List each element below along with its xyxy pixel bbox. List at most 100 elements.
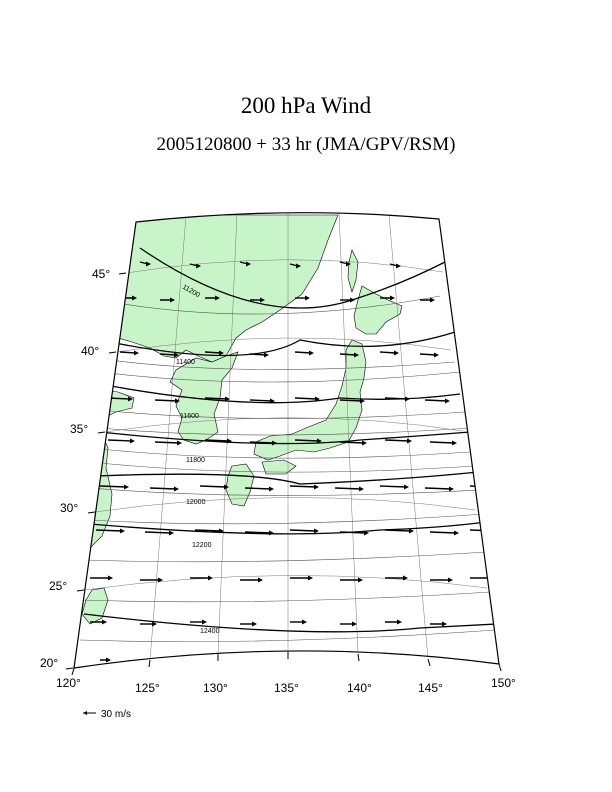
wind-arrow-icon	[215, 295, 220, 301]
wind-arrow-icon	[390, 295, 395, 301]
wind-arrow-icon	[359, 486, 364, 492]
wind-arrow-icon	[434, 352, 439, 358]
wind-arrow-icon	[175, 398, 180, 404]
wind-arrow-shaft	[379, 485, 407, 488]
wind-arrow-shaft	[379, 351, 397, 354]
wind-arrow-icon	[430, 297, 435, 303]
contour-label-11800: 11800	[186, 457, 205, 464]
wind-arrow-icon	[158, 577, 163, 583]
wind-arrow-shaft	[469, 485, 497, 488]
wind-arrow-shaft	[249, 399, 273, 402]
wind-arrow-shaft	[289, 485, 317, 488]
wind-arrow-shaft	[199, 485, 227, 488]
wind-arrow-shaft	[159, 353, 177, 356]
wind-arrow-icon	[252, 621, 257, 627]
contour-label-12200: 12200	[192, 542, 212, 549]
wind-arrow-icon	[206, 657, 211, 663]
wind-arrow-icon	[169, 530, 174, 536]
wind-arrow-icon	[146, 261, 151, 267]
lat-label-45: 45°	[92, 267, 110, 281]
wind-arrow-icon	[360, 398, 365, 404]
lon-label-140: 140°	[347, 681, 372, 695]
map-frame	[73, 212, 500, 669]
wind-arrow-icon	[302, 619, 307, 625]
wind-arrow-icon	[352, 621, 357, 627]
wind-arrow-icon	[108, 575, 113, 581]
wind-arrow-icon	[296, 263, 301, 269]
wind-arrow-icon	[317, 438, 322, 444]
map-subtitle: 2005120800 + 33 hr (JMA/GPV/RSM)	[156, 134, 456, 155]
wind-arrow-shaft	[119, 351, 137, 354]
wind-arrow-shaft	[294, 439, 320, 442]
wind-arrow-shaft	[424, 399, 448, 402]
wind-arrow-icon	[305, 295, 310, 301]
wind-arrow-icon	[132, 295, 137, 301]
wind-arrow-icon	[270, 398, 275, 404]
wind-arrow-shaft	[294, 351, 312, 354]
wind-arrow-shaft	[149, 487, 177, 490]
wind-arrow-shaft	[204, 439, 230, 442]
wind-arrow-icon	[219, 528, 224, 534]
wind-arrow-icon	[102, 619, 107, 625]
wind-arrow-icon	[448, 577, 453, 583]
isotach-lines	[79, 295, 496, 642]
wind-arrow-icon	[346, 261, 351, 267]
wind-arrow-shaft	[339, 531, 367, 534]
lat-label-20: 20°	[40, 656, 58, 670]
wind-arrow-icon	[364, 530, 369, 536]
wind-arrow-shaft	[334, 487, 362, 490]
wind-arrow-icon	[488, 575, 493, 581]
wind-arrow-shaft	[99, 485, 127, 488]
wind-arrow-shaft	[154, 441, 180, 444]
wind-arrow-icon	[452, 440, 457, 446]
wind-arrow-shaft	[429, 531, 457, 534]
wind-arrow-icon	[396, 263, 401, 269]
contour-label-11400: 11400	[176, 359, 195, 366]
longitude-labels: 120° 125° 130° 135° 140° 145° 150°	[56, 676, 516, 695]
lat-label-30: 30°	[60, 501, 78, 515]
lon-label-145: 145°	[418, 681, 443, 695]
wind-arrow-icon	[225, 396, 230, 402]
wind-arrow-shaft	[424, 487, 452, 490]
wind-arrow-icon	[454, 530, 459, 536]
wind-arrow-shaft	[419, 353, 437, 356]
wind-arrow-icon	[314, 484, 319, 490]
wind-arrow-shaft	[289, 529, 317, 532]
wind-arrow-shaft	[429, 441, 455, 444]
wind-arrow-icon	[128, 396, 133, 402]
wind-arrow-shaft	[384, 439, 410, 442]
wind-arrow-icon	[494, 484, 499, 490]
wind-arrow-icon	[246, 261, 251, 267]
wind-arrow-icon	[314, 528, 319, 534]
wind-arrow-shaft	[204, 351, 222, 354]
wind-arrow-icon	[264, 352, 269, 358]
wind-arrow-icon	[445, 398, 450, 404]
lat-label-40: 40°	[81, 344, 99, 358]
contour-label-12000: 12000	[186, 499, 206, 506]
wind-vectors	[90, 261, 499, 665]
wind-arrow-icon	[409, 528, 414, 534]
wind-arrow-icon	[256, 659, 261, 665]
map-title: 200 hPa Wind	[240, 93, 372, 118]
wind-arrow-icon	[174, 352, 179, 358]
wind-arrow-shaft	[204, 397, 228, 400]
wind-arrow-icon	[272, 440, 277, 446]
wind-arrow-shaft	[339, 441, 365, 444]
wind-arrow-icon	[224, 484, 229, 490]
wind-arrow-shaft	[244, 531, 272, 534]
lat-label-35: 35°	[70, 422, 88, 436]
frame-ticks	[65, 272, 502, 676]
wind-arrow-shaft	[294, 397, 318, 400]
wind-arrow-shaft	[95, 529, 123, 532]
wind-arrow-icon	[177, 440, 182, 446]
lon-label-125: 125°	[135, 681, 160, 695]
wind-arrow-icon	[354, 352, 359, 358]
wind-arrow-icon	[269, 486, 274, 492]
wind-arrow-icon	[174, 486, 179, 492]
lon-label-150: 150°	[491, 676, 516, 690]
wind-arrow-shaft	[249, 353, 267, 356]
wind-arrow-shaft	[339, 399, 363, 402]
contour-label-11600: 11600	[180, 413, 199, 420]
legend-label: 30 m/s	[101, 709, 131, 720]
